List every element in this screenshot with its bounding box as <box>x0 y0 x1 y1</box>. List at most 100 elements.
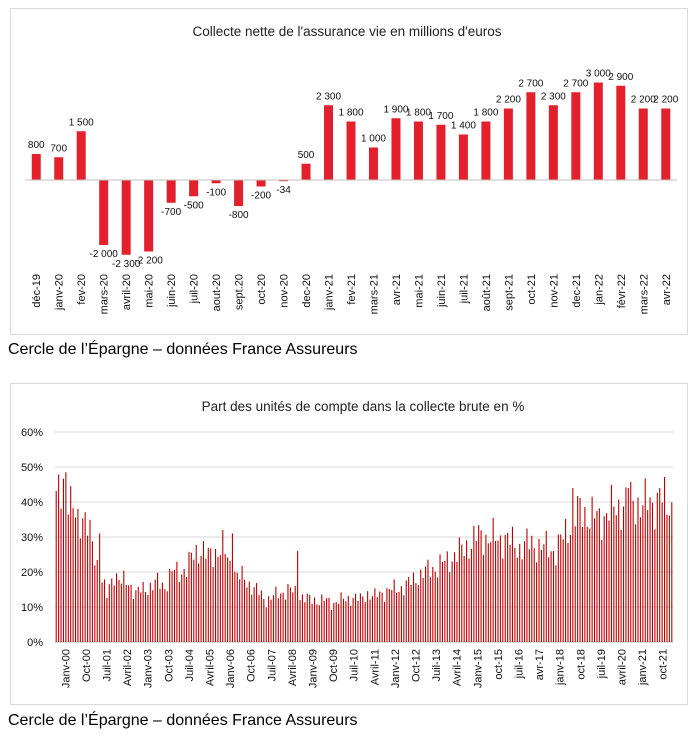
x-tick-label: mars-22 <box>638 274 650 314</box>
bar <box>425 566 427 642</box>
bar <box>96 559 98 642</box>
y-tick-label: 60% <box>21 427 43 439</box>
bar <box>523 541 526 642</box>
bar <box>330 609 332 642</box>
data-label: -700 <box>161 207 181 218</box>
bar <box>164 589 166 642</box>
bar <box>509 544 511 642</box>
bar <box>318 605 320 642</box>
chart-source-caption: Cercle de l’Épargne – données France Ass… <box>8 712 358 729</box>
x-tick-label: oct-21 <box>526 274 538 305</box>
bar <box>475 540 477 642</box>
bar <box>427 559 429 642</box>
bar <box>596 510 598 642</box>
bar <box>362 596 364 642</box>
bar <box>289 587 291 642</box>
bar <box>65 472 67 642</box>
net-collection-chart-panel: Collecte nette de l'assurance vie en mil… <box>10 8 688 335</box>
bar <box>540 549 542 642</box>
bar <box>140 592 142 642</box>
bar <box>279 180 289 182</box>
x-tick-label: janv-18 <box>555 649 567 686</box>
bar <box>31 154 41 180</box>
bar <box>321 594 323 642</box>
bar <box>412 572 415 642</box>
bar <box>415 583 417 642</box>
bar <box>417 585 419 642</box>
bar <box>55 490 57 642</box>
bar <box>239 579 241 642</box>
bar <box>439 554 441 642</box>
bar <box>548 557 550 642</box>
bar <box>193 559 195 642</box>
bar <box>536 562 538 642</box>
x-tick-label: Janv-09 <box>308 649 320 688</box>
bar <box>142 581 144 642</box>
bar <box>144 591 147 642</box>
bar <box>103 579 106 642</box>
bar <box>195 544 197 642</box>
bar <box>299 600 301 642</box>
bar <box>567 542 569 642</box>
bar <box>272 595 275 642</box>
x-tick-label: Avril-02 <box>122 649 134 686</box>
bar <box>557 534 559 642</box>
bar <box>159 588 161 642</box>
bar <box>511 526 514 642</box>
x-tick-label: Janv-15 <box>472 649 484 688</box>
bar <box>593 518 596 642</box>
bar <box>260 590 262 642</box>
x-tick-label: Janv-06 <box>225 649 237 688</box>
bar <box>456 561 458 642</box>
bar <box>543 544 545 642</box>
bar <box>586 526 588 642</box>
bar <box>521 559 523 642</box>
data-label: -2 000 <box>90 249 119 260</box>
x-tick-label: Janv-12 <box>390 649 402 688</box>
x-tick-label: avr-21 <box>391 274 403 305</box>
x-tick-label: Avril-14 <box>452 649 464 686</box>
bar <box>661 108 671 180</box>
bar <box>552 551 555 642</box>
bar <box>333 602 335 642</box>
bar <box>111 578 113 642</box>
bar <box>432 567 434 642</box>
bar <box>528 549 530 642</box>
bar <box>446 551 448 642</box>
bar <box>338 603 340 642</box>
data-label: -100 <box>206 187 226 198</box>
data-label: 1 000 <box>361 134 386 145</box>
data-label: 3 000 <box>586 69 611 80</box>
x-tick-label: juil-19 <box>596 649 608 679</box>
bar <box>581 527 584 642</box>
bar <box>368 147 378 180</box>
bar <box>284 599 287 642</box>
data-label: 2 200 <box>496 95 521 106</box>
x-tick-label: Oct-09 <box>328 649 340 682</box>
unit-linked-share-chart-panel: Part des unités de compte dans la collec… <box>10 383 688 705</box>
bar <box>113 585 115 642</box>
bar <box>94 565 96 642</box>
bar <box>99 180 109 245</box>
bar <box>644 478 646 642</box>
bar <box>152 590 154 642</box>
bar <box>84 512 86 642</box>
x-tick-label: oct-18 <box>575 649 587 680</box>
bar <box>70 486 72 642</box>
bar <box>514 548 516 642</box>
bar <box>189 180 199 197</box>
bar <box>635 524 637 642</box>
bar <box>482 555 485 642</box>
bar <box>606 513 608 642</box>
bar <box>577 496 579 642</box>
data-label: -500 <box>184 200 204 211</box>
data-label: 2 300 <box>541 91 566 102</box>
y-tick-label: 20% <box>21 567 43 579</box>
x-tick-label: aout-20 <box>211 274 223 311</box>
bar <box>618 499 620 642</box>
bar <box>436 124 446 180</box>
bar <box>224 554 226 642</box>
y-tick-label: 40% <box>21 497 43 509</box>
bar <box>101 582 103 642</box>
bar <box>639 517 641 642</box>
